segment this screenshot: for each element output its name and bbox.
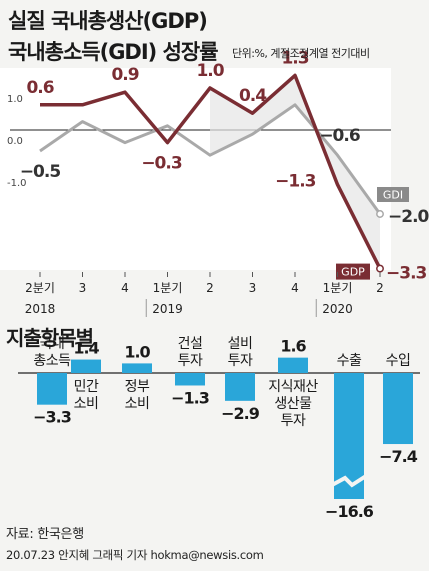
bar — [175, 373, 205, 386]
bar-category-label: 투자 — [281, 413, 306, 429]
gdi-tag-label: GDI — [383, 189, 403, 202]
chart-title-gdi: 국내총소득(GDI) 성장률 — [8, 40, 219, 64]
bar — [383, 373, 413, 445]
bar-break-mark — [331, 474, 368, 488]
gdp-data-label: 0.4 — [239, 86, 267, 106]
gdp-series-line — [40, 73, 382, 270]
gdi-data-label: −0.5 — [20, 162, 61, 182]
gdp-gdi-line-chart: 1.0 0.0 -1.0 0.6 0.9 −0.3 1.0 0.4 1.3 −1.3 −3.3 −0.… — [0, 48, 429, 317]
bar-category-label: 지식재산 — [268, 379, 318, 395]
x-tick-label: 4 — [291, 281, 299, 295]
x-tick-label: 2 — [206, 281, 214, 295]
bar-value-label: −16.6 — [325, 502, 374, 521]
gdp-data-label: −3.3 — [386, 264, 427, 284]
bar-category-label: 소비 — [74, 396, 99, 412]
bar — [122, 363, 152, 373]
plot-area — [0, 68, 391, 270]
x-tick-label: 1분기 — [323, 281, 353, 295]
bar-chart-title: 지출항목별 — [6, 326, 93, 350]
bar-value-label: −2.9 — [221, 404, 260, 423]
x-tick-label: 2 — [376, 281, 384, 295]
gdi-data-label: −0.6 — [319, 126, 360, 146]
bar-category-label: 투자 — [178, 353, 203, 369]
bar-value-label: 1.0 — [124, 342, 150, 361]
bar-category-label: 국내 — [40, 336, 65, 352]
unit-note: 단위:%, 계절조정계열 전기대비 — [232, 47, 370, 60]
y-tick-label: 1.0 — [7, 94, 23, 105]
year-label: 2020 — [322, 302, 353, 316]
bar-category-label: 민간 — [74, 379, 99, 395]
bar — [334, 373, 364, 499]
bar-value-label: −1.3 — [171, 388, 209, 407]
chart-title-gdp: 실질 국내총생산(GDP) — [8, 9, 208, 33]
gdi-data-label: −2.0 — [388, 207, 429, 227]
bar-category-label: 설비 — [228, 336, 253, 352]
bar-category-label: 투자 — [228, 353, 253, 369]
gdp-data-label: −0.3 — [141, 154, 182, 174]
bar-value-label: 1.4 — [73, 339, 99, 358]
bar-category-label: 수입 — [386, 353, 411, 369]
gdp-data-label: −1.3 — [275, 172, 316, 192]
x-tick-label: 3 — [249, 281, 257, 295]
gdi-series-line — [39, 103, 382, 215]
gdp-end-point — [376, 264, 384, 273]
source-note: 자료: 한국은행 — [6, 527, 84, 542]
bar-category-label: 건설 — [178, 336, 203, 352]
year-label: 2018 — [25, 302, 56, 316]
bar-value-label: 1.6 — [280, 337, 306, 356]
y-tick-label: -1.0 — [7, 178, 27, 189]
bar — [225, 373, 255, 401]
bar — [37, 373, 67, 405]
gdp-data-label: 1.3 — [281, 48, 308, 68]
bar-value-label: −7.4 — [379, 447, 418, 466]
x-tick-label: 1분기 — [153, 281, 183, 295]
gap-shade — [210, 75, 380, 269]
x-tick-label: 4 — [121, 281, 129, 295]
gdp-data-label: 0.6 — [26, 78, 53, 98]
y-tick-label: 0.0 — [7, 136, 23, 147]
credit-note: 20.07.23 안지혜 그래픽 기자 hokma@newsis.com — [6, 548, 264, 562]
gdp-data-label: 1.0 — [196, 61, 224, 81]
bar-category-label: 정부 — [125, 379, 150, 395]
gdp-tag-label: GDP — [341, 266, 365, 279]
gdp-tag-box — [336, 263, 370, 280]
bar-category-label: 총소득 — [33, 353, 71, 369]
bar-category-label: 생산물 — [274, 396, 312, 412]
bar-category-label: 수출 — [337, 353, 362, 369]
gdp-data-label: 0.9 — [111, 65, 138, 85]
bar-category-label: 소비 — [125, 396, 150, 412]
year-label: 2019 — [152, 302, 183, 316]
x-tick-label: 3 — [79, 281, 87, 295]
bar — [71, 359, 101, 373]
gdi-end-point — [376, 210, 384, 218]
gdi-tag-box — [377, 187, 409, 202]
x-tick-label: 2분기 — [25, 281, 55, 295]
bar — [278, 357, 308, 373]
bar-value-label: −3.3 — [33, 408, 71, 427]
